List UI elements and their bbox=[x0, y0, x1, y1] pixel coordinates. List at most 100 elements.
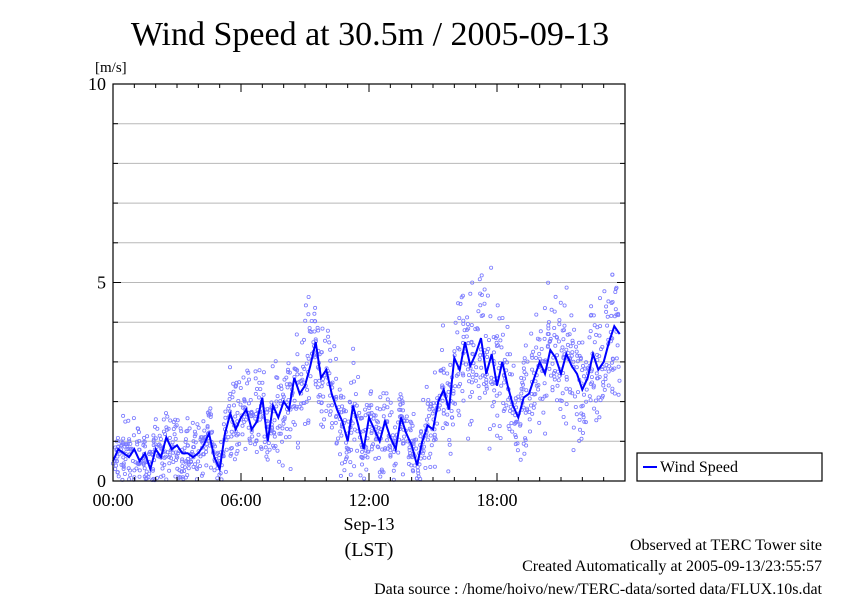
sample-point bbox=[581, 363, 586, 368]
sample-point bbox=[340, 404, 345, 409]
sample-point bbox=[546, 331, 551, 336]
sample-point bbox=[388, 400, 393, 405]
sample-point bbox=[167, 454, 172, 459]
sample-point bbox=[595, 410, 600, 415]
sample-point bbox=[542, 306, 547, 311]
sample-point bbox=[476, 309, 481, 314]
sample-point bbox=[385, 405, 390, 410]
sample-point bbox=[235, 442, 240, 447]
sample-point bbox=[163, 411, 168, 416]
sample-point bbox=[330, 403, 335, 408]
sample-point bbox=[197, 464, 202, 469]
sample-point bbox=[560, 391, 565, 396]
sample-point bbox=[564, 386, 569, 391]
sample-point bbox=[382, 403, 387, 408]
sample-point bbox=[544, 393, 549, 398]
sample-point bbox=[507, 408, 512, 413]
sample-point bbox=[259, 446, 264, 451]
sample-point bbox=[500, 315, 505, 320]
sample-point bbox=[562, 303, 567, 308]
sample-point bbox=[465, 322, 470, 327]
sample-point bbox=[135, 442, 140, 447]
sample-point bbox=[387, 443, 392, 448]
sample-point bbox=[295, 352, 300, 357]
sample-point bbox=[513, 433, 518, 438]
sample-point bbox=[490, 404, 495, 409]
sample-point bbox=[476, 384, 481, 389]
sample-point bbox=[565, 332, 570, 337]
sample-point bbox=[398, 407, 403, 412]
sample-point bbox=[589, 375, 594, 380]
sample-point bbox=[229, 445, 234, 450]
sample-point bbox=[537, 420, 542, 425]
sample-point bbox=[287, 434, 292, 439]
sample-point bbox=[594, 418, 599, 423]
sample-point bbox=[569, 313, 574, 318]
x-tick-label: 12:00 bbox=[348, 490, 389, 510]
sample-point bbox=[376, 445, 381, 450]
sample-point bbox=[273, 359, 278, 364]
sample-point bbox=[487, 446, 492, 451]
sample-point bbox=[305, 387, 310, 392]
sample-point bbox=[485, 349, 490, 354]
sample-point bbox=[342, 460, 347, 465]
sample-point bbox=[617, 378, 622, 383]
sample-point bbox=[400, 441, 405, 446]
sample-point bbox=[306, 396, 311, 401]
sample-point bbox=[352, 464, 357, 469]
sample-point bbox=[292, 366, 297, 371]
sample-point bbox=[375, 444, 380, 449]
sample-point bbox=[242, 397, 247, 402]
sample-point bbox=[248, 397, 253, 402]
sample-point bbox=[317, 378, 322, 383]
sample-point bbox=[505, 352, 510, 357]
sample-point bbox=[426, 397, 431, 402]
sample-point bbox=[577, 417, 582, 422]
sample-point bbox=[258, 387, 263, 392]
sample-point bbox=[118, 439, 123, 444]
sample-point bbox=[554, 334, 559, 339]
sample-point bbox=[432, 432, 437, 437]
sample-point bbox=[527, 396, 532, 401]
sample-point bbox=[518, 457, 523, 462]
sample-point bbox=[134, 466, 139, 471]
sample-point bbox=[575, 359, 580, 364]
sample-point bbox=[428, 451, 433, 456]
sample-point bbox=[453, 384, 458, 389]
sample-point bbox=[460, 293, 465, 298]
sample-point bbox=[325, 328, 330, 333]
sample-point bbox=[165, 414, 170, 419]
sample-point bbox=[424, 417, 429, 422]
sample-point bbox=[195, 422, 200, 427]
sample-point bbox=[192, 434, 197, 439]
sample-point bbox=[234, 451, 239, 456]
sample-point bbox=[121, 463, 126, 468]
sample-point bbox=[299, 406, 304, 411]
sample-point bbox=[497, 424, 502, 429]
sample-point bbox=[425, 437, 430, 442]
sample-point bbox=[469, 340, 474, 345]
sample-point bbox=[328, 358, 333, 363]
sample-point bbox=[378, 474, 383, 479]
sample-point bbox=[469, 418, 474, 423]
sample-point bbox=[369, 444, 374, 449]
sample-point bbox=[278, 431, 283, 436]
sample-point bbox=[321, 394, 326, 399]
sample-point bbox=[523, 343, 528, 348]
sample-point bbox=[543, 431, 548, 436]
sample-point bbox=[482, 301, 487, 306]
sample-point bbox=[121, 464, 126, 469]
sample-point bbox=[428, 404, 433, 409]
sample-point bbox=[522, 370, 527, 375]
sample-point bbox=[540, 396, 545, 401]
sample-point bbox=[330, 421, 335, 426]
sample-point bbox=[182, 469, 187, 474]
sample-point bbox=[391, 468, 396, 473]
sample-point bbox=[576, 390, 581, 395]
sample-point bbox=[171, 459, 176, 464]
sample-point bbox=[414, 446, 419, 451]
sample-point bbox=[534, 355, 539, 360]
sample-point bbox=[473, 378, 478, 383]
chart-title: Wind Speed at 30.5m / 2005-09-13 bbox=[131, 16, 609, 53]
